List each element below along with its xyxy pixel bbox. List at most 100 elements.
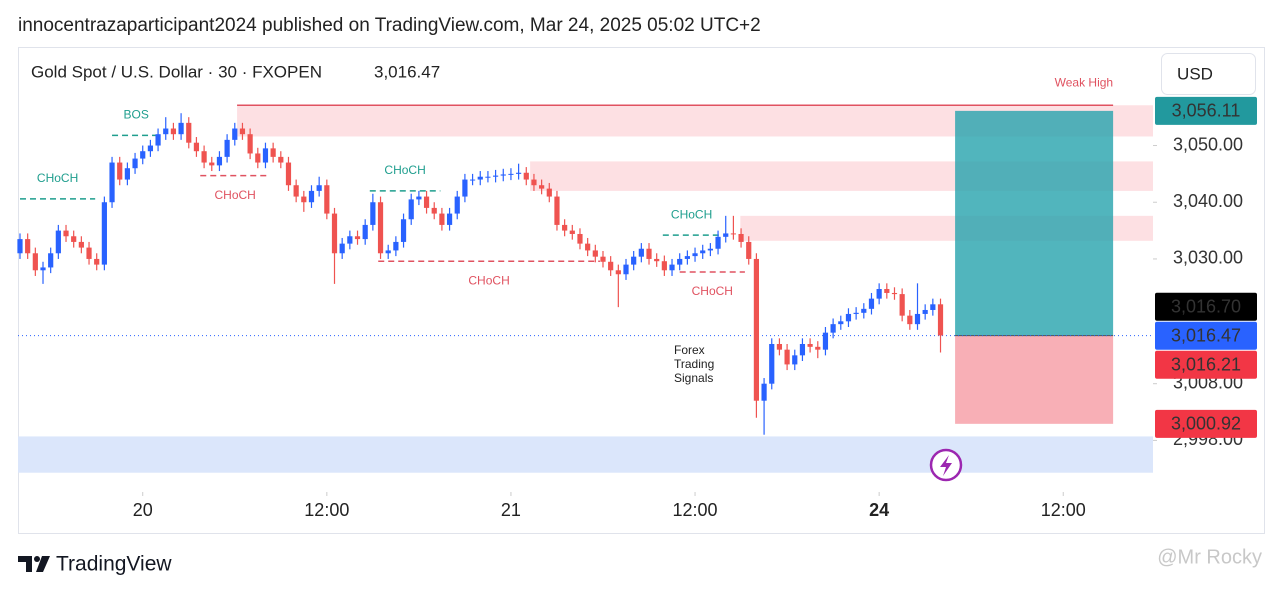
candle-body — [285, 162, 292, 186]
candle-body — [830, 324, 836, 333]
candle-body — [163, 128, 169, 135]
candle-body — [799, 344, 806, 356]
candle-body — [914, 313, 921, 325]
price-label: 3,016.21 — [1171, 354, 1241, 374]
candle-body — [55, 230, 61, 254]
structure-label: CHoCH — [468, 273, 509, 287]
candle-body — [193, 142, 200, 152]
price-label-box — [1155, 321, 1257, 350]
candle-body — [907, 315, 913, 325]
candle-body — [715, 236, 721, 249]
candle-body — [270, 148, 276, 157]
candle-body — [861, 308, 867, 313]
publish-header: innocentrazaparticipant2024 published on… — [18, 15, 761, 36]
candle-body — [71, 236, 77, 242]
plot-area: Weak High BOS CHoCH CHoCH CHoCH CHoCH CHoCH CHo… — [17, 75, 1257, 520]
candle-body — [562, 224, 568, 231]
candle-body — [224, 139, 230, 157]
x-tick-label: 20 — [133, 500, 153, 520]
candle-body — [485, 176, 491, 178]
x-tick-label: 12:00 — [673, 500, 718, 520]
candle-body — [730, 233, 736, 235]
candle-body — [546, 188, 552, 197]
price-label-box — [1155, 96, 1257, 125]
candle-body — [40, 267, 46, 271]
candle-body — [922, 309, 928, 314]
currency-button[interactable] — [1161, 53, 1256, 95]
candle-body — [94, 258, 100, 265]
candle-body — [324, 185, 330, 214]
y-tick-label: 3,050.00 — [1173, 134, 1243, 154]
brand: TradingView — [56, 553, 172, 576]
x-tick-label: 24 — [869, 500, 889, 520]
candle-body — [423, 196, 430, 208]
price-label-box — [1155, 409, 1257, 438]
candle-body — [684, 256, 690, 259]
candle-body — [216, 156, 223, 166]
candle-body — [838, 321, 844, 325]
candle-body — [631, 256, 637, 265]
candle-body — [761, 383, 767, 401]
candle-body — [439, 213, 445, 225]
candle-body — [876, 288, 882, 299]
structure-label: CHoCH — [214, 188, 255, 202]
candle-body — [408, 199, 414, 220]
icon-bolt — [940, 455, 952, 476]
candle-body — [186, 122, 192, 143]
candle-body — [769, 344, 775, 384]
lightning-icon[interactable] — [929, 448, 963, 482]
candle-body — [155, 134, 161, 146]
candle-body — [117, 162, 123, 180]
structure-label: BOS — [124, 107, 149, 121]
candle-body — [178, 122, 184, 135]
chart-title: Gold Spot / U.S. Dollar · 30 · FXOPEN — [31, 62, 322, 81]
candle-body — [454, 196, 460, 214]
candle-body — [86, 247, 92, 259]
candle-body — [868, 298, 875, 309]
candle-body — [354, 236, 361, 240]
structure-label: CHoCH — [384, 163, 425, 177]
candle-body — [592, 250, 598, 257]
currency-label: USD — [1177, 64, 1213, 83]
candle-body — [370, 202, 376, 225]
structure-label: CHoCH — [692, 284, 733, 298]
tradingview-logo — [18, 556, 50, 572]
candle-body — [822, 332, 829, 350]
candle-body — [807, 344, 813, 347]
candle-body — [247, 134, 253, 154]
candle-body — [623, 264, 629, 275]
candle-body — [692, 253, 698, 257]
note-text: Trading — [674, 357, 714, 371]
y-tick-label: 3,040.00 — [1173, 191, 1243, 211]
candle-body — [654, 258, 660, 262]
candle-body — [416, 196, 422, 200]
candle-body — [25, 239, 31, 254]
x-tick-label: 21 — [501, 500, 521, 520]
candle-body — [784, 349, 790, 365]
candle-body — [899, 294, 905, 316]
candle-body — [539, 185, 545, 189]
candle-body — [600, 256, 606, 262]
note-text: Forex — [674, 343, 705, 357]
candle-body — [815, 346, 821, 350]
candle-body — [492, 175, 499, 177]
price-label: 3,016.47 — [1171, 325, 1241, 345]
zone — [18, 436, 1153, 473]
candle-body — [508, 173, 514, 175]
candle-body — [937, 304, 944, 336]
candle-body — [308, 190, 315, 203]
candle-body — [723, 233, 729, 237]
price-label: 3,056.11 — [1172, 101, 1241, 121]
candle-body — [132, 158, 138, 169]
candle-body — [930, 304, 936, 310]
candle-body — [239, 128, 246, 135]
candle-body — [677, 258, 683, 265]
candle-body — [48, 253, 54, 268]
logo-mark — [18, 556, 32, 572]
price-label-box — [1155, 350, 1257, 379]
price-label-box — [1155, 292, 1257, 321]
candle-body — [738, 233, 744, 242]
profit-area — [955, 110, 1114, 336]
logo-dot — [34, 556, 40, 562]
